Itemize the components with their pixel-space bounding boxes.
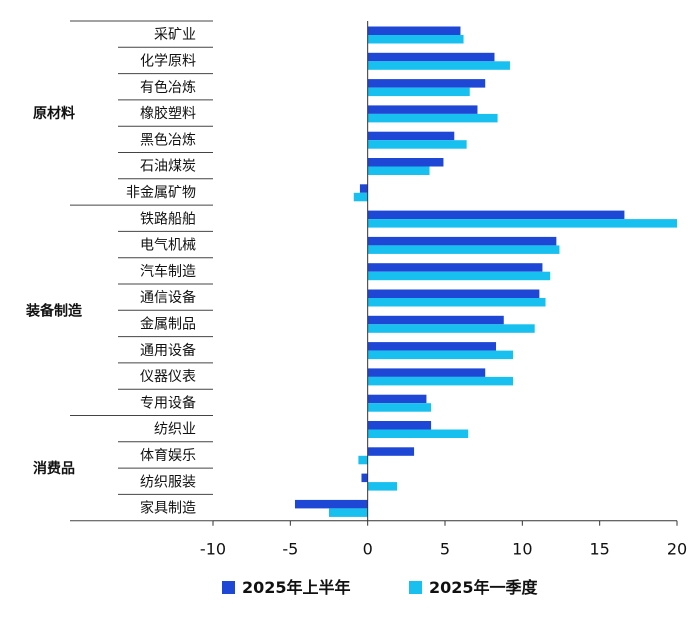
bar xyxy=(367,421,432,430)
group-separators xyxy=(70,20,213,522)
bar xyxy=(367,368,486,377)
axes xyxy=(212,21,678,526)
bars xyxy=(294,26,677,517)
bar xyxy=(367,87,470,97)
bar xyxy=(367,271,551,281)
bar xyxy=(367,61,510,70)
legend-swatch xyxy=(222,581,235,594)
x-tick-label: 15 xyxy=(589,540,609,559)
bar xyxy=(367,26,461,35)
bar xyxy=(367,447,415,456)
category-label: 金属制品 xyxy=(140,316,196,332)
bar xyxy=(358,455,368,465)
category-label: 体育娱乐 xyxy=(140,448,196,464)
category-label: 黑色冶炼 xyxy=(140,131,196,148)
bar xyxy=(367,52,495,62)
x-tick-label: -10 xyxy=(200,540,226,559)
bar xyxy=(367,219,677,228)
category-label: 汽车制造 xyxy=(140,263,196,280)
bar xyxy=(367,35,464,44)
bar xyxy=(361,473,368,483)
legend: 2025年上半年 2025年一季度 xyxy=(222,578,539,597)
bar xyxy=(367,298,546,307)
bar xyxy=(367,263,543,272)
bar xyxy=(367,394,427,404)
category-label: 化学原料 xyxy=(140,53,196,69)
category-label: 电气机械 xyxy=(140,238,196,254)
category-label: 采矿业 xyxy=(154,27,196,43)
category-label: 仪器仪表 xyxy=(140,369,196,385)
bar xyxy=(367,140,467,149)
bar xyxy=(367,342,497,351)
group-label: 装备制造 xyxy=(25,302,82,319)
category-label: 有色冶炼 xyxy=(140,79,196,96)
legend-label: 2025年上半年 xyxy=(242,578,351,597)
group-label: 原材料 xyxy=(33,105,75,122)
bar xyxy=(367,158,444,167)
bar xyxy=(329,508,368,517)
category-labels: 采矿业化学原料有色冶炼橡胶塑料黑色冶炼石油煤炭非金属矿物铁路船舶电气机械汽车制造… xyxy=(126,27,196,516)
bar xyxy=(367,350,514,360)
bar xyxy=(367,166,430,175)
category-label: 通信设备 xyxy=(140,289,196,306)
bar xyxy=(367,403,432,412)
bar xyxy=(367,236,557,246)
category-label: 纺织业 xyxy=(154,422,196,438)
category-label: 专用设备 xyxy=(140,394,196,411)
category-label: 家具制造 xyxy=(140,500,196,517)
category-label: 非金属矿物 xyxy=(126,185,196,201)
x-tick-labels: -10 -5 0 5 10 15 20 xyxy=(200,540,687,559)
x-tick-label: 20 xyxy=(667,540,687,559)
x-tick-label: 0 xyxy=(363,540,373,559)
bar xyxy=(367,289,540,298)
bar xyxy=(367,376,514,386)
group-label: 消费品 xyxy=(33,460,75,477)
category-label: 纺织服装 xyxy=(140,474,196,490)
category-label: 橡胶塑料 xyxy=(140,105,196,122)
bar xyxy=(353,192,368,202)
bar xyxy=(367,79,486,88)
category-label: 石油煤炭 xyxy=(140,159,196,175)
bar xyxy=(359,184,368,193)
bar xyxy=(367,210,625,220)
bar xyxy=(367,131,455,141)
x-tick-label: -5 xyxy=(282,540,298,559)
category-label: 通用设备 xyxy=(140,342,196,359)
x-tick-label: 10 xyxy=(512,540,532,559)
legend-label: 2025年一季度 xyxy=(429,578,539,597)
bar xyxy=(367,315,504,325)
legend-swatch xyxy=(409,581,422,594)
bar xyxy=(367,245,560,254)
bar xyxy=(294,499,368,509)
bar xyxy=(367,324,535,333)
bar xyxy=(367,429,469,438)
x-tick-label: 5 xyxy=(440,540,450,559)
bar xyxy=(367,113,498,123)
bar xyxy=(367,482,398,491)
category-label: 铁路船舶 xyxy=(140,211,196,227)
bar xyxy=(367,105,478,114)
